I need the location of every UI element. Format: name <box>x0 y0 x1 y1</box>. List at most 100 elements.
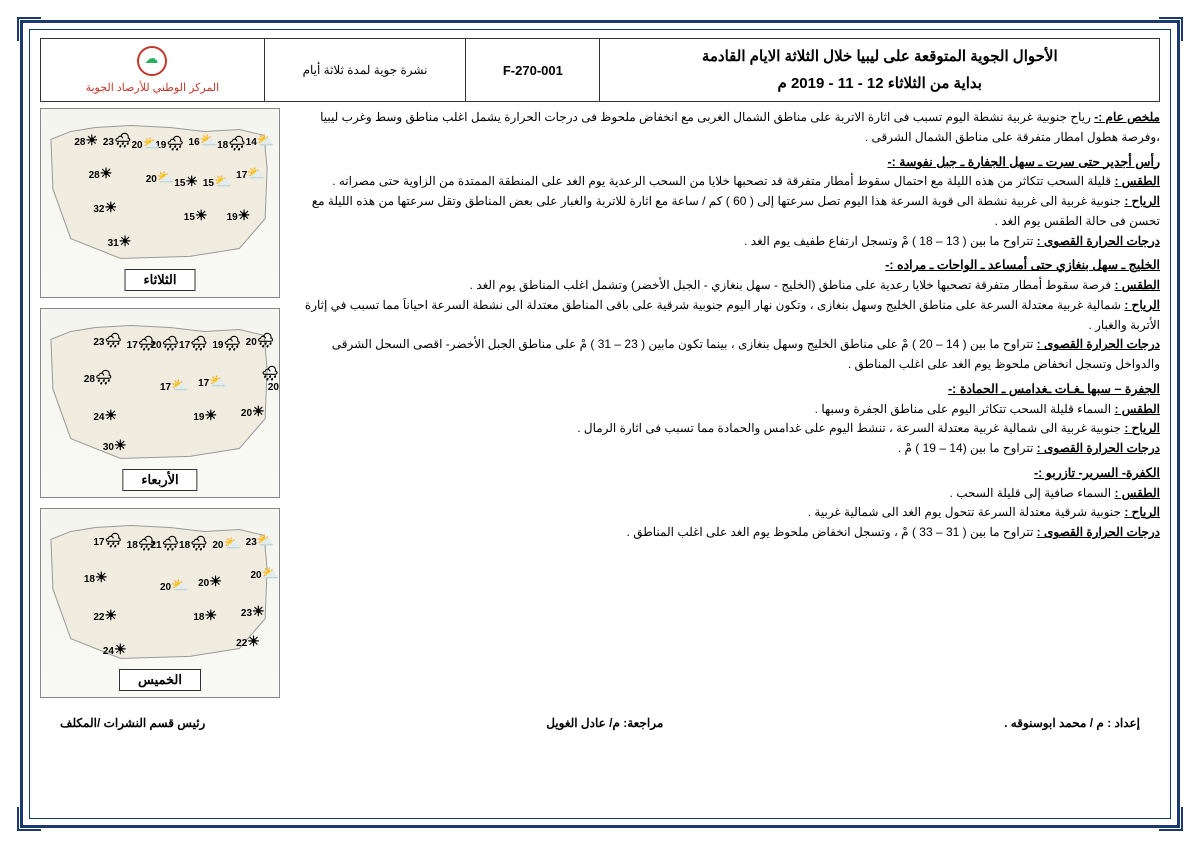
temp-point: 🌧20 <box>246 332 275 349</box>
temp-point: ☀22 <box>93 607 117 624</box>
region-title: الخليج ـ سهل بنغازي حتى أمساعد ـ الواحات… <box>288 255 1160 276</box>
weather-icon: ☀ <box>238 207 251 223</box>
weather-icon: ⛅ <box>257 132 274 148</box>
summary-text: رياح جنوبية غربية نشطة اليوم تسبب فى اثا… <box>320 110 1160 144</box>
region-title: رأس أجدير حتى سرت ـ سهل الجفارة ـ جبل نف… <box>288 152 1160 173</box>
temp-value: 16 <box>189 137 200 148</box>
temp-point: ☀28 <box>74 132 98 149</box>
maps-column: ⛅14🌧18⛅16🌧19⛅20🌧23☀28⛅17⛅15☀15⛅20☀28☀19☀… <box>40 108 280 708</box>
day-label: الخميس <box>119 669 201 691</box>
weather-icon: ⛅ <box>157 169 174 185</box>
bulletin-type: نشرة جوية لمدة ثلاثة أيام <box>264 39 465 102</box>
temp-point: ☀19 <box>227 207 251 224</box>
weather-icon: ⛅ <box>171 577 188 593</box>
weather-icon: 🌧 <box>166 135 184 151</box>
temp-value: 14 <box>246 137 257 148</box>
temp-point: ⛅20 <box>160 577 189 594</box>
temp-value: 22 <box>93 612 104 623</box>
temp-point: 🌧18 <box>179 535 208 552</box>
temp-value: 23 <box>93 337 104 348</box>
weather-icon: 🌧 <box>138 535 156 551</box>
org-cell: المركز الوطني للأرصاد الجوية <box>41 39 265 102</box>
temp-value: 17 <box>179 340 190 351</box>
inner-frame: الأحوال الجوية المتوقعة على ليبيا خلال ا… <box>29 29 1171 819</box>
temp-point: ☀15 <box>174 173 198 190</box>
weather-icon: ☀ <box>204 407 217 423</box>
weather-icon: ☀ <box>85 132 98 148</box>
region-title: الكفرة- السرير- تازربو :- <box>288 463 1160 484</box>
weather-icon: ☀ <box>104 607 117 623</box>
weather-icon: ⛅ <box>214 173 231 189</box>
summary-block: ملخص عام :- رياح جنوبية غربية نشطة اليوم… <box>288 108 1160 148</box>
header-table: الأحوال الجوية المتوقعة على ليبيا خلال ا… <box>40 38 1160 102</box>
weather-icon: ⛅ <box>223 535 240 551</box>
region-block: الجفرة – سبها ـغـات ـغدامس ـ الحمادة :-ا… <box>288 379 1160 459</box>
org-name: المركز الوطني للأرصاد الجوية <box>86 82 220 94</box>
weather-icon: 🌧 <box>257 332 275 348</box>
temp-value: 32 <box>93 204 104 215</box>
temp-value: 20 <box>198 578 209 589</box>
weather-icon: ☀ <box>95 569 108 585</box>
temp-point: ⛅14 <box>246 132 275 149</box>
prepared-by: إعداد : م / محمد ابوسنوقه . <box>1004 716 1140 730</box>
temp-line: درجات الحرارة القصوى : تتراوح ما بين (14… <box>288 439 1160 459</box>
temp-point: ☀15 <box>184 207 208 224</box>
day-label: الثلاثاء <box>125 269 196 291</box>
temp-point: ⛅20 <box>212 535 241 552</box>
temp-point: ⛅17 <box>236 165 265 182</box>
region-block: الكفرة- السرير- تازربو :-الطقس : السماء … <box>288 463 1160 543</box>
weather-icon: ☀ <box>114 641 127 657</box>
temp-value: 15 <box>184 212 195 223</box>
temp-value: 17 <box>160 382 171 393</box>
text-column: ملخص عام :- رياح جنوبية غربية نشطة اليوم… <box>288 108 1160 708</box>
weather-icon: ☀ <box>104 199 117 215</box>
temp-point: ☀18 <box>84 569 108 586</box>
temp-point: ☀23 <box>241 603 265 620</box>
weather-icon: ☀ <box>252 403 265 419</box>
weather-icon: 🌧 <box>104 332 122 348</box>
temp-value: 18 <box>84 574 95 585</box>
weather-icon: 🌧 <box>104 532 122 548</box>
content-row: ملخص عام :- رياح جنوبية غربية نشطة اليوم… <box>40 108 1160 708</box>
regions-container: رأس أجدير حتى سرت ـ سهل الجفارة ـ جبل نف… <box>288 152 1160 543</box>
weather-icon: 🌧 <box>95 369 113 385</box>
temp-point: 🌧18 <box>217 135 246 152</box>
weather-icon: ☀ <box>209 573 222 589</box>
temp-point: 🌧17 <box>179 335 208 352</box>
temp-point: ⛅20 <box>146 169 175 186</box>
temp-point: ☀30 <box>103 437 127 454</box>
weather-icon: ☀ <box>104 407 117 423</box>
map-card: 🌧20🌧19🌧17🌧20🌧17🌧23🌧20⛅17⛅17🌧28☀20☀19☀24☀… <box>40 308 280 498</box>
temp-value: 20 <box>241 408 252 419</box>
temp-point: 🌧17 <box>127 335 156 352</box>
weather-icon: 🌧 <box>114 132 132 148</box>
weather-icon: ☀ <box>119 233 132 249</box>
map-card: ⛅23⛅20🌧18🌧21🌧18🌧17⛅20☀20⛅20☀18☀23☀18☀22☀… <box>40 508 280 698</box>
temp-value: 17 <box>236 170 247 181</box>
weather-line: الطقس : السماء صافية إلى قليلة السحب . <box>288 484 1160 504</box>
temp-value: 20 <box>146 174 157 185</box>
temp-point: ☀24 <box>93 407 117 424</box>
weather-icon: 🌧 <box>190 335 208 351</box>
weather-icon: 🌧 <box>228 135 246 151</box>
temp-value: 28 <box>74 137 85 148</box>
temp-point: ⛅16 <box>189 132 218 149</box>
temp-value: 18 <box>193 612 204 623</box>
region-block: رأس أجدير حتى سرت ـ سهل الجفارة ـ جبل نف… <box>288 152 1160 252</box>
weather-icon: ☀ <box>252 603 265 619</box>
outer-frame: الأحوال الجوية المتوقعة على ليبيا خلال ا… <box>20 20 1180 828</box>
weather-icon: 🌧 <box>162 335 180 351</box>
temp-value: 18 <box>217 140 228 151</box>
temp-value: 20 <box>212 540 223 551</box>
map-card: ⛅14🌧18⛅16🌧19⛅20🌧23☀28⛅17⛅15☀15⛅20☀28☀19☀… <box>40 108 280 298</box>
org-logo-icon <box>137 46 167 76</box>
sub-title: بداية من الثلاثاء 12 - 11 - 2019 م <box>608 70 1151 97</box>
temp-value: 17 <box>127 340 138 351</box>
wind-line: الرياح : جنوبية غربية الى غربية نشطة الى… <box>288 192 1160 232</box>
weather-line: الطقس : قليلة السحب تتكاثر من هذه الليلة… <box>288 172 1160 192</box>
title-cell: الأحوال الجوية المتوقعة على ليبيا خلال ا… <box>600 39 1160 102</box>
temp-value: 20 <box>160 582 171 593</box>
temp-point: ⛅23 <box>246 532 275 549</box>
temp-point: ☀28 <box>89 165 113 182</box>
temp-value: 18 <box>179 540 190 551</box>
